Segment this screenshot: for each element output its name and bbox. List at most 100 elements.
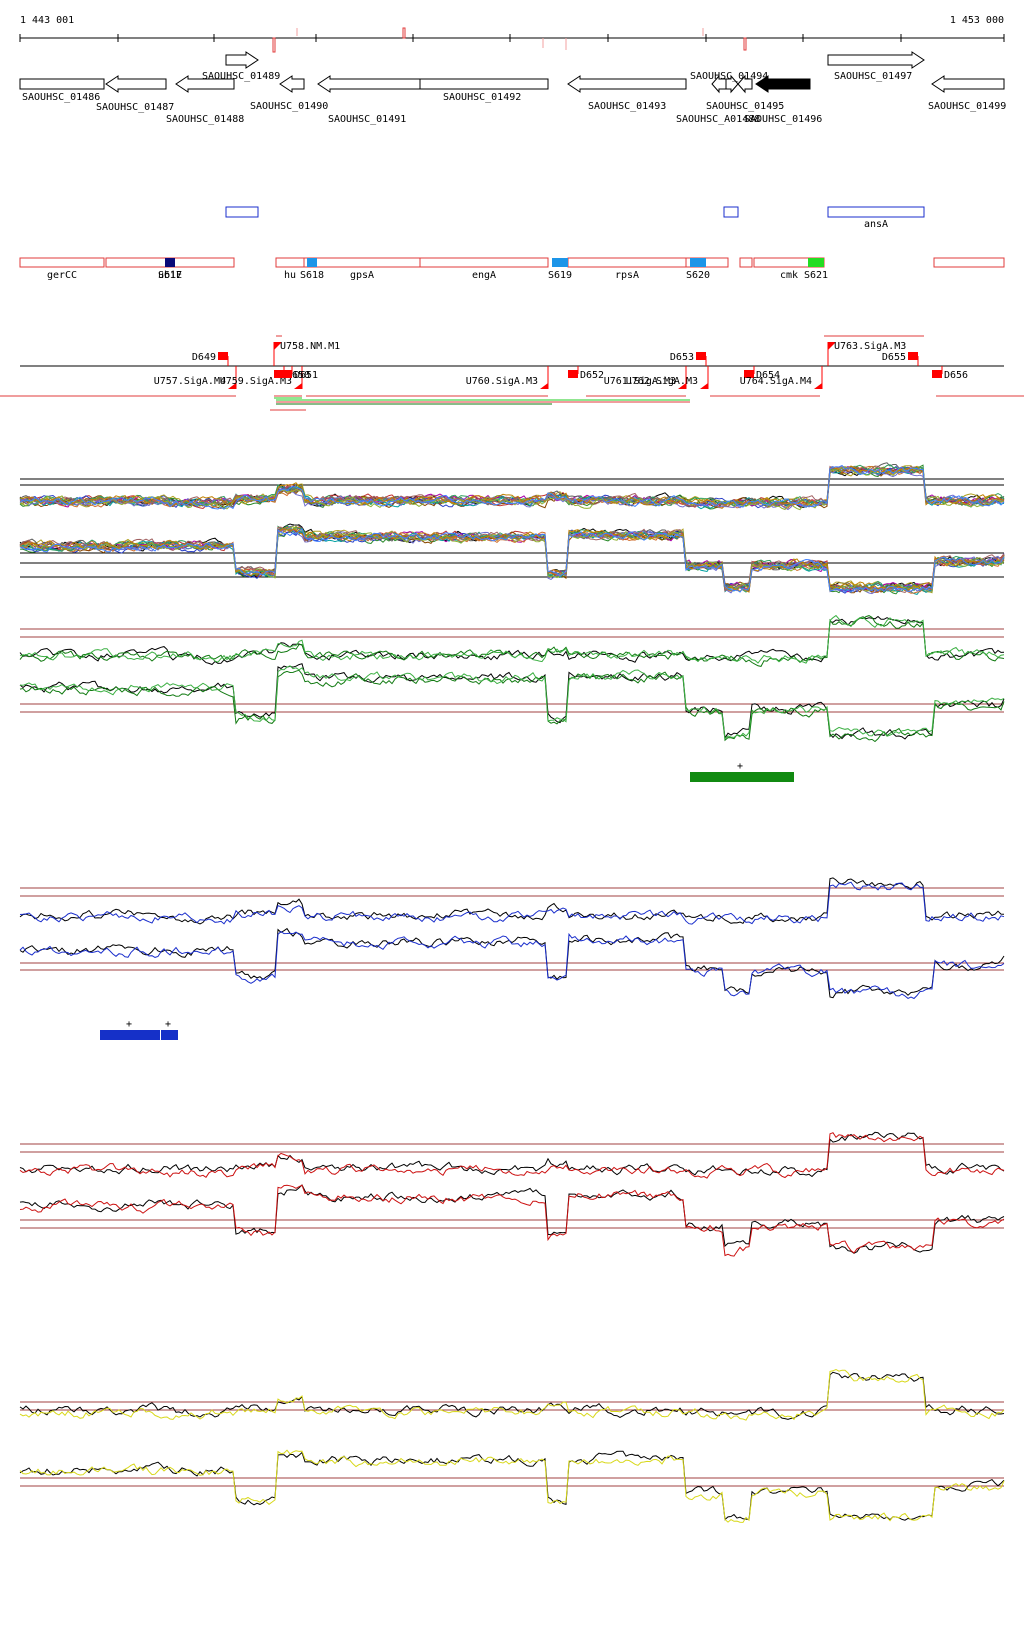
yellow-condition-traces: [19, 1368, 1005, 1523]
promoter-d655[interactable]: D655: [882, 352, 919, 366]
region-7[interactable]: [739, 257, 753, 268]
terminator-mark[interactable]: [744, 370, 754, 378]
promoter-d654[interactable]: D654: [744, 366, 780, 381]
promoter-d649[interactable]: D649: [192, 352, 229, 366]
region-6[interactable]: [685, 257, 729, 268]
gene-shape[interactable]: [175, 75, 235, 93]
region-box[interactable]: [933, 257, 1005, 268]
promoter-d653[interactable]: D653: [670, 352, 707, 366]
tile-box[interactable]: [552, 258, 568, 267]
gene-shape[interactable]: [19, 78, 105, 90]
gene-shape[interactable]: [279, 75, 305, 93]
region-label: gpsA: [350, 270, 374, 281]
tile-box[interactable]: [307, 258, 317, 267]
gene-shape[interactable]: [105, 75, 167, 93]
gene-shape[interactable]: [567, 75, 687, 93]
region-box[interactable]: [303, 257, 421, 268]
gene-saouhsc-01486[interactable]: SAOUHSC_01486: [19, 78, 105, 103]
promoter-arrow[interactable]: [228, 383, 236, 389]
region-rpsA[interactable]: rpsA: [567, 257, 687, 281]
promoter-d652[interactable]: D652: [568, 366, 604, 381]
gene-label: SAOUHSC_A01488: [676, 114, 760, 125]
operon-box[interactable]: [225, 206, 259, 218]
promoter-u758-nm-m1[interactable]: U758.NM.M1: [273, 341, 340, 366]
gene-saouhsc-01495[interactable]: SAOUHSC_01495: [706, 74, 784, 112]
gene-shape[interactable]: [827, 51, 925, 69]
gene-shape[interactable]: [317, 75, 421, 93]
region-box[interactable]: [685, 257, 729, 268]
promoter-d651[interactable]: D651: [282, 366, 318, 381]
promoter-u764-siga-m4[interactable]: U764.SigA.M4: [740, 366, 823, 389]
gene-saouhsc-01494[interactable]: SAOUHSC_01494: [690, 71, 768, 94]
promoter-u759-siga-m3[interactable]: U759.SigA.M3: [220, 366, 303, 389]
tile-s621[interactable]: S621: [804, 258, 828, 281]
gene-shape[interactable]: [737, 74, 753, 94]
gene-saouhsc-01491[interactable]: SAOUHSC_01491: [317, 75, 421, 125]
region-box[interactable]: [19, 257, 105, 268]
terminator-mark[interactable]: [568, 370, 578, 378]
gene-saouhsc-01493[interactable]: SAOUHSC_01493: [567, 75, 687, 112]
promoter-u763-siga-m3[interactable]: U763.SigA.M3: [827, 341, 906, 366]
gene-saouhsc-01499[interactable]: SAOUHSC_01499: [928, 75, 1006, 112]
gene-shape[interactable]: [755, 75, 811, 93]
promoter-arrow[interactable]: [540, 383, 548, 389]
gene-shape[interactable]: [225, 51, 259, 69]
region-engA[interactable]: engA: [419, 257, 549, 281]
promoter-arrow[interactable]: [274, 342, 282, 350]
tile-box[interactable]: [690, 258, 706, 267]
gene-label: SAOUHSC_01490: [250, 101, 328, 112]
promoter-arrow[interactable]: [814, 383, 822, 389]
promoter-u762-siga-m3[interactable]: U762.SigA.M3: [626, 366, 709, 389]
promoter-arrow[interactable]: [828, 342, 836, 350]
terminator-label: D656: [944, 370, 968, 381]
gene-shape[interactable]: [419, 78, 549, 90]
tile-box[interactable]: [165, 258, 175, 267]
terminator-mark[interactable]: [274, 370, 284, 378]
tile-box[interactable]: [808, 258, 824, 267]
tile-s619[interactable]: S619: [548, 258, 572, 281]
gene-saouhsc-01487[interactable]: SAOUHSC_01487: [96, 75, 174, 113]
terminator-mark[interactable]: [908, 352, 918, 360]
antisense-trace: [19, 615, 1005, 667]
tile-s620[interactable]: S620: [686, 258, 710, 281]
promoter-arrow[interactable]: [700, 383, 708, 389]
antisense-trace: [19, 465, 1005, 508]
terminator-mark[interactable]: [932, 370, 942, 378]
promoter-u757-siga-m4[interactable]: U757.SigA.M4: [154, 366, 237, 389]
region-box[interactable]: [739, 257, 753, 268]
gene-shape[interactable]: [711, 74, 727, 94]
terminator-mark[interactable]: [282, 370, 292, 378]
region-box[interactable]: [275, 257, 305, 268]
region-9[interactable]: [933, 257, 1005, 268]
operon-red-lines: [0, 335, 1024, 411]
promoter-u761-siga-m3[interactable]: U761.SigA.M3: [604, 366, 687, 389]
promoter-label: U763.SigA.M3: [834, 341, 906, 352]
region-box[interactable]: [567, 257, 687, 268]
promoter-arrow[interactable]: [294, 383, 302, 389]
tile-s618[interactable]: S618: [300, 258, 324, 281]
gene-saouhsc-01488[interactable]: SAOUHSC_01488: [166, 75, 244, 125]
promoter-u760-siga-m3[interactable]: U760.SigA.M3: [466, 366, 549, 389]
terminator-mark[interactable]: [218, 352, 228, 360]
operon-1[interactable]: [723, 206, 739, 218]
region-gerCC[interactable]: gerCC: [19, 257, 105, 281]
region-box[interactable]: [419, 257, 549, 268]
gene-saouhsc-01496[interactable]: SAOUHSC_01496: [744, 75, 822, 125]
operon-box[interactable]: [827, 206, 925, 218]
gene-saouhsc-01492[interactable]: SAOUHSC_01492: [419, 78, 549, 103]
operon-ansA[interactable]: ansA: [827, 206, 925, 230]
terminator-mark[interactable]: [696, 352, 706, 360]
gene-saouhsc-01489[interactable]: SAOUHSC_01489: [202, 51, 280, 82]
promoter-d656[interactable]: D656: [932, 366, 968, 381]
operon-0[interactable]: [225, 206, 259, 218]
gene-label: SAOUHSC_01489: [202, 71, 280, 82]
promoter-arrow[interactable]: [678, 383, 686, 389]
tile-label: S621: [804, 270, 828, 281]
gene-saouhsc-01497[interactable]: SAOUHSC_01497: [827, 51, 925, 82]
tile-s617[interactable]: S617: [158, 258, 182, 281]
tile-label: S618: [300, 270, 324, 281]
gene-saouhsc-a01488[interactable]: SAOUHSC_A01488: [676, 74, 760, 125]
operon-box[interactable]: [723, 206, 739, 218]
gene-shape[interactable]: [931, 75, 1005, 93]
gene-saouhsc-01490[interactable]: SAOUHSC_01490: [250, 75, 328, 112]
